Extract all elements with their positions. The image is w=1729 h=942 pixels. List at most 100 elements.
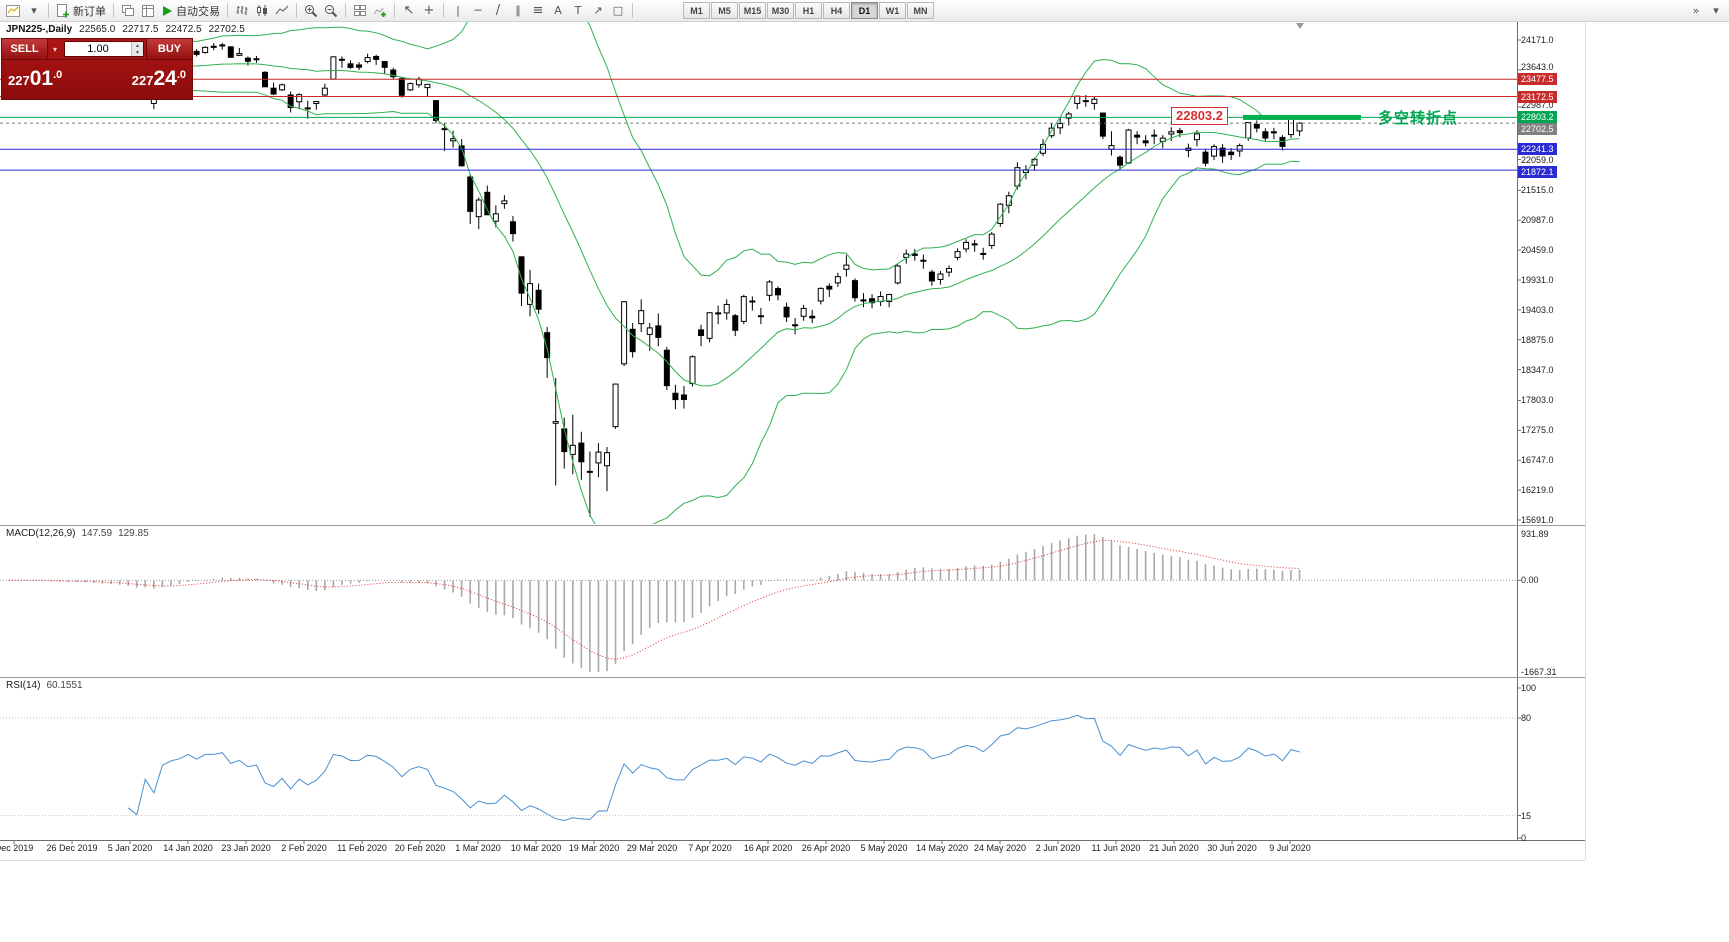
candle-body xyxy=(561,428,568,453)
new-chart-icon xyxy=(6,4,20,17)
tile-windows-button[interactable] xyxy=(118,1,138,20)
text-label-button[interactable]: T xyxy=(568,1,588,20)
shape-icon: □ xyxy=(612,4,624,17)
bar-chart-button[interactable] xyxy=(232,1,252,20)
sell-price-pip: .0 xyxy=(53,69,63,81)
toolbar-separator xyxy=(345,3,346,18)
macd-name: MACD(12,26,9) xyxy=(6,528,76,539)
candle-chart-button[interactable] xyxy=(252,1,272,20)
candle-body xyxy=(775,288,781,296)
trade-options-dropdown[interactable]: ▾ xyxy=(52,44,57,54)
spinner-down-icon[interactable]: ▼ xyxy=(132,49,143,56)
channel-icon: ∥ xyxy=(515,4,521,17)
chart-profiles-dropdown[interactable]: ▾ xyxy=(24,1,44,20)
new-chart-button[interactable] xyxy=(3,1,24,20)
macd-signal xyxy=(8,540,1300,660)
macd-signal-line xyxy=(8,540,1300,660)
toolbar-options-button[interactable]: ▾ xyxy=(1706,1,1726,20)
timeframe-button-MN[interactable]: MN xyxy=(907,2,934,19)
candle-body xyxy=(407,83,414,91)
spinner-up-icon[interactable]: ▲ xyxy=(132,42,143,49)
price-callout-label[interactable]: 22803.2 xyxy=(1171,107,1228,125)
line-chart-icon xyxy=(275,5,289,15)
new-order-button[interactable]: 新订单 xyxy=(53,1,109,20)
candle-body xyxy=(1296,122,1303,132)
candle-body xyxy=(544,332,551,359)
candle-body xyxy=(817,287,824,302)
turning-point-segment[interactable] xyxy=(1243,114,1361,120)
zoom-in-button[interactable] xyxy=(301,1,321,20)
timeframe-button-H4[interactable]: H4 xyxy=(823,2,850,19)
buy-price[interactable]: 22724.0 xyxy=(97,67,192,91)
rsi-name: RSI(14) xyxy=(6,680,41,691)
chart-shift-marker[interactable] xyxy=(1296,23,1304,29)
candle-body xyxy=(843,264,850,270)
main-toolbar: ▾ 新订单 自动交易 ↖ + | ─ / ∥ ≡ A T ↗ xyxy=(0,0,1729,22)
candle-body xyxy=(740,296,747,322)
candle-body xyxy=(1091,98,1098,104)
indicators-icon xyxy=(373,7,386,17)
candle-body xyxy=(920,259,927,262)
candle-body xyxy=(578,442,585,463)
rsi-header: RSI(14) 60.1551 xyxy=(6,680,83,691)
sell-button[interactable]: SELL xyxy=(2,39,48,59)
timeframe-button-M1[interactable]: M1 xyxy=(683,2,710,19)
data-window-icon xyxy=(142,4,154,17)
timeframe-button-W1[interactable]: W1 xyxy=(879,2,906,19)
candle-body xyxy=(1193,133,1200,141)
vertical-line-button[interactable]: | xyxy=(448,1,468,20)
candle-body xyxy=(475,199,482,218)
data-window-button[interactable] xyxy=(138,1,158,20)
candle-body xyxy=(381,61,388,68)
timeframe-button-H1[interactable]: H1 xyxy=(795,2,822,19)
play-icon xyxy=(163,5,172,16)
candle-body xyxy=(1074,95,1081,104)
text-button[interactable]: A xyxy=(548,1,568,20)
line-chart-button[interactable] xyxy=(272,1,292,20)
overflow-icon: » xyxy=(1692,4,1700,17)
auto-trading-button[interactable]: 自动交易 xyxy=(158,1,223,20)
candle-body xyxy=(492,213,499,222)
candle-body xyxy=(304,107,311,110)
sell-price[interactable]: 22701.0 xyxy=(2,67,97,91)
indicators-button[interactable] xyxy=(370,1,390,20)
horizontal-line-icon: ─ xyxy=(474,4,482,17)
volume-input[interactable] xyxy=(65,42,131,56)
cursor-button[interactable]: ↖ xyxy=(399,1,419,20)
trade-panel-top-row: SELL ▾ ▲ ▼ BUY xyxy=(2,39,192,60)
annotation-note[interactable]: 多空转折点 xyxy=(1378,110,1459,127)
trade-panel-prices: 22701.0 22724.0 xyxy=(2,60,192,98)
candle-chart-icon xyxy=(257,5,267,16)
ohlc-high: 22717.5 xyxy=(122,24,159,35)
candle-body xyxy=(629,328,636,353)
candle-body xyxy=(433,100,439,121)
candle-body xyxy=(937,273,944,280)
arrows-button[interactable]: ↗ xyxy=(588,1,608,20)
candle-body xyxy=(586,470,593,473)
cursor-icon: ↖ xyxy=(403,3,415,18)
crosshair-button[interactable]: + xyxy=(419,1,439,20)
horizontal-line-button[interactable]: ─ xyxy=(468,1,488,20)
timeframe-button-M15[interactable]: M15 xyxy=(739,2,766,19)
fibonacci-button[interactable]: ≡ xyxy=(528,1,548,20)
zoom-out-button[interactable] xyxy=(321,1,341,20)
candle-body xyxy=(655,325,662,338)
candle-body xyxy=(467,176,474,212)
toolbar-overflow-button[interactable]: » xyxy=(1686,1,1706,20)
candle-body xyxy=(569,444,576,455)
tile-charts-button[interactable] xyxy=(350,1,370,20)
macd-value-main: 147.59 xyxy=(81,528,113,539)
timeframe-button-D1[interactable]: D1 xyxy=(851,2,878,19)
trendline-button[interactable]: / xyxy=(488,1,508,20)
buy-button[interactable]: BUY xyxy=(146,39,192,59)
candle-body xyxy=(347,63,354,68)
timeframe-button-M30[interactable]: M30 xyxy=(767,2,794,19)
candle-body xyxy=(552,421,559,424)
auto-trading-label: 自动交易 xyxy=(176,4,220,18)
bollinger-middle-band xyxy=(170,63,1300,387)
timeframe-button-M5[interactable]: M5 xyxy=(711,2,738,19)
shapes-button[interactable]: □ xyxy=(608,1,628,20)
candle-body xyxy=(672,392,679,401)
channel-button[interactable]: ∥ xyxy=(508,1,528,20)
